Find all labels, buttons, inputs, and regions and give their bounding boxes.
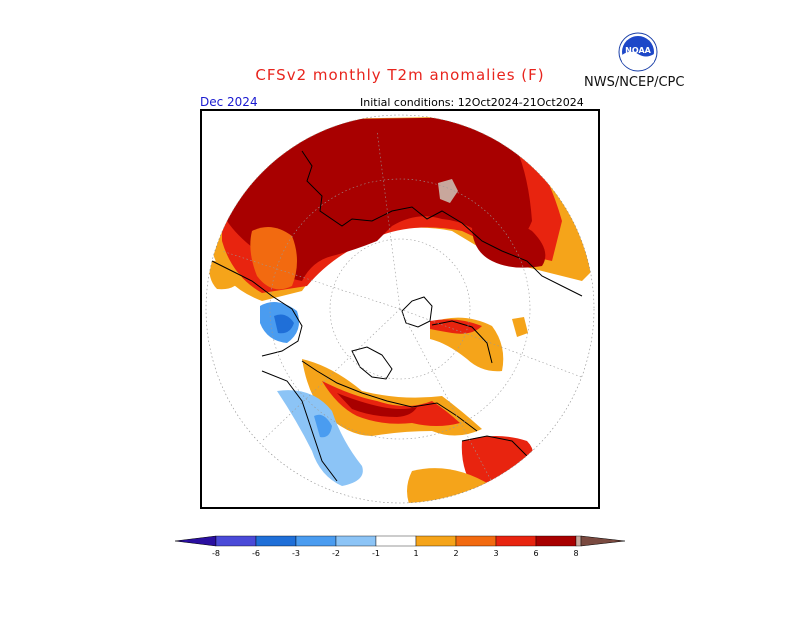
noaa-logo-text: NOAA: [625, 46, 651, 55]
colorbar-segment: [295, 535, 337, 547]
colorbar-arrow-high: [580, 535, 626, 547]
colorbar-segment: [335, 535, 377, 547]
forecast-month: Dec 2024: [200, 95, 258, 109]
polar-map-canvas: [205, 114, 595, 504]
anomaly-region-europe-darkblue: [274, 314, 294, 334]
anomaly-region-greenland-darkred: [337, 393, 417, 417]
colorbar-tick-label: -3: [292, 549, 300, 558]
colorbar-tick-label: 6: [533, 549, 538, 558]
colorbar-tick-label: -2: [332, 549, 340, 558]
agency-label: NWS/NCEP/CPC: [584, 75, 685, 90]
colorbar-segment: [255, 535, 297, 547]
colorbar-segment: [455, 535, 497, 547]
anomaly-region-atlantic-midblue: [314, 414, 332, 438]
colorbar-tick-label: 2: [453, 549, 458, 558]
anomaly-region-yukon-orange: [512, 317, 528, 337]
anomaly-region-west-orange: [250, 227, 297, 290]
colorbar-segment: [375, 535, 417, 547]
anomaly-region-east-asia-darkred: [472, 219, 546, 268]
colorbar-segment: [575, 535, 582, 547]
colorbar-segment: [415, 535, 457, 547]
colorbar-tick-label: -6: [252, 549, 260, 558]
colorbar-segment: [215, 535, 257, 547]
polar-map: [200, 109, 600, 509]
colorbar-tick-label: 8: [573, 549, 578, 558]
anomaly-region-siberia-darkred: [227, 117, 532, 281]
colorbar-tick-label: 3: [493, 549, 498, 558]
anomaly-region-w-europe-orange: [209, 260, 242, 290]
colorbar-tick-label: -8: [212, 549, 220, 558]
anomaly-region-atlantic-blue: [277, 390, 363, 486]
colorbar-segment: [495, 535, 537, 547]
colorbar-segment: [535, 535, 577, 547]
colorbar-arrow-low: [174, 535, 217, 547]
chart-title: CFSv2 monthly T2m anomalies (F): [255, 66, 545, 84]
colorbar-tick-label: -1: [372, 549, 380, 558]
anomaly-region-tan: [438, 179, 458, 203]
initial-conditions: Initial conditions: 12Oct2024-21Oct2024: [360, 96, 584, 109]
colorbar: -8 -6 -3 -2 -1 1 2 3 6 8: [174, 535, 626, 558]
noaa-logo: NOAA: [618, 32, 658, 72]
colorbar-tick-label: 1: [413, 549, 418, 558]
anomaly-region-greenland-red: [322, 381, 460, 426]
